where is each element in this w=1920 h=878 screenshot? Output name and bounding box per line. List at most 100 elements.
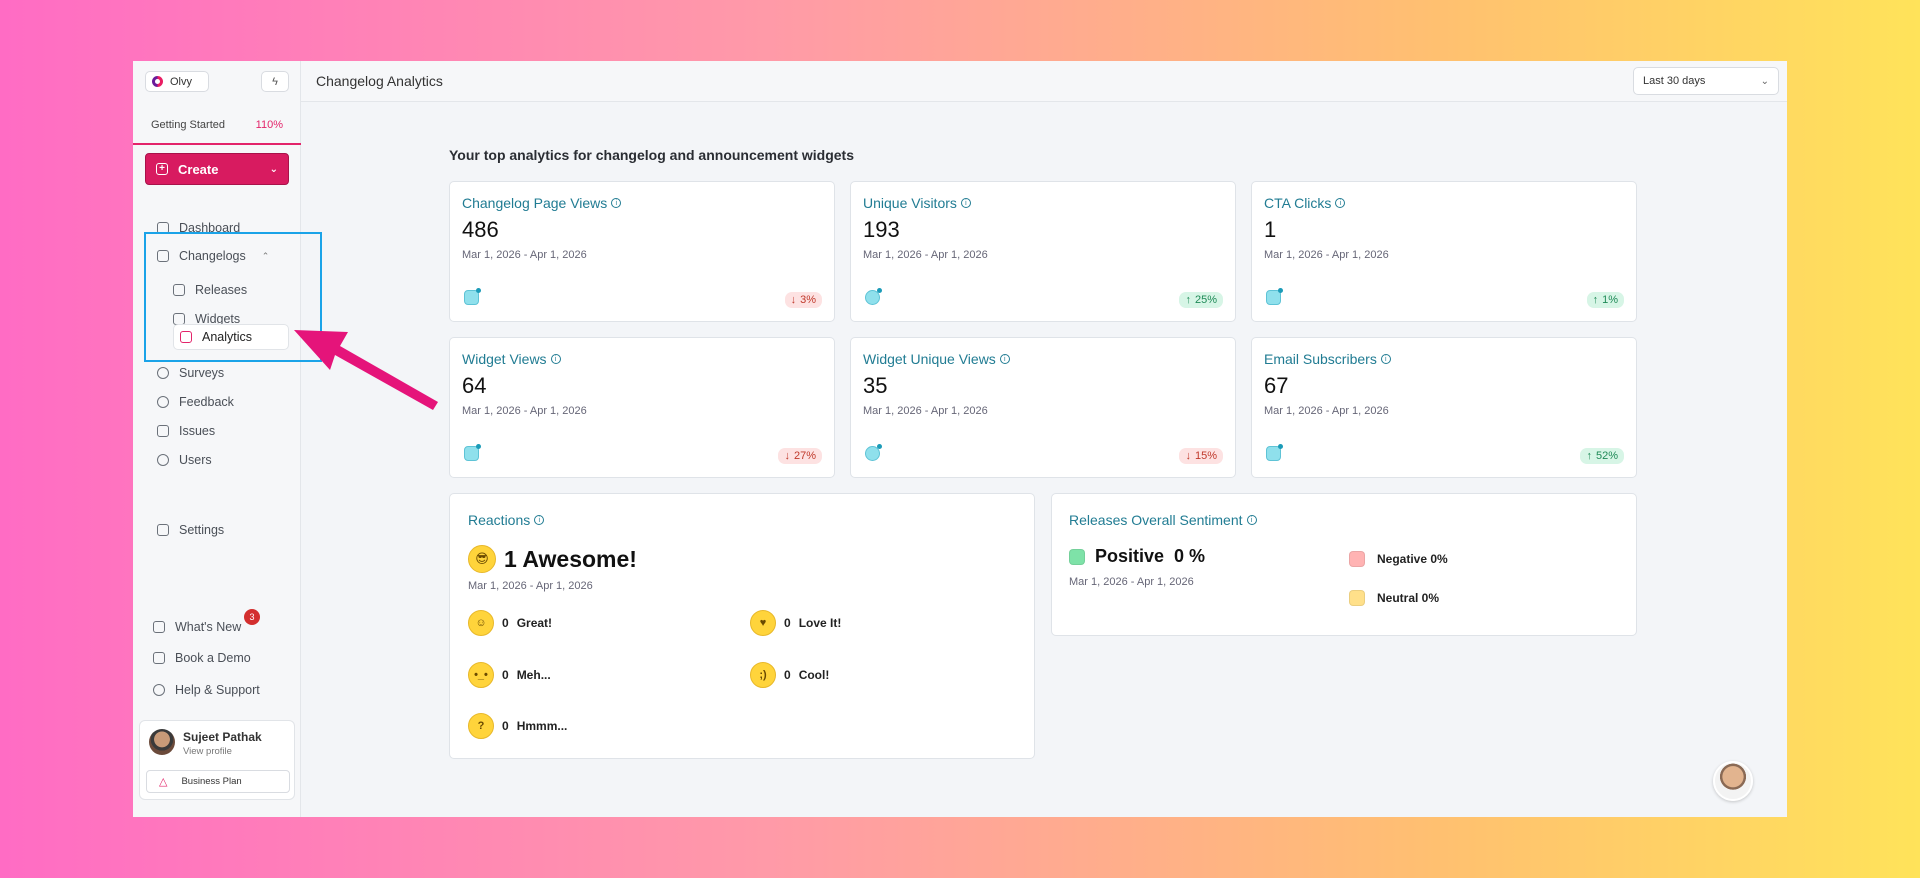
sidebar-item-label: Surveys — [179, 366, 225, 380]
info-icon[interactable]: i — [999, 354, 1010, 364]
sidebar-item-label: What's New — [175, 620, 242, 634]
analytics-icon — [180, 331, 192, 343]
sidebar-item-issues[interactable]: Issues — [157, 420, 215, 442]
great-emoji-icon: ☺ — [468, 610, 494, 636]
sidebar-item-analytics[interactable]: Analytics — [173, 324, 289, 350]
avatar — [149, 729, 175, 755]
reaction-great: ☺ 0 Great! — [468, 610, 552, 636]
metric-card-cta-clicks: CTA Clicks i 1 Mar 1, 2026 - Apr 1, 2026 … — [1251, 181, 1637, 322]
sidebar-item-changelogs[interactable]: Changelogs ⌃ — [157, 245, 269, 267]
info-icon[interactable]: i — [611, 198, 622, 208]
reactions-card: Reactions i 😎 1 Awesome! Mar 1, 2026 - Ap… — [449, 493, 1035, 759]
sidebar-item-label: Users — [179, 453, 212, 467]
date-range-select[interactable]: Last 30 days ⌄ — [1633, 67, 1779, 95]
reactions-headline: 😎 1 Awesome! — [468, 545, 637, 573]
warning-icon: △ — [159, 776, 168, 788]
plan-button[interactable]: △ Business Plan — [146, 770, 290, 793]
neutral-face-icon — [1349, 590, 1365, 606]
reaction-meh: •_• 0 Meh... — [468, 662, 551, 688]
metric-value: 67 — [1264, 373, 1289, 398]
profile-card[interactable]: Sujeet Pathak View profile △ Business Pl… — [139, 720, 295, 800]
positive-face-icon — [1069, 548, 1085, 565]
cursor-click-icon — [1266, 288, 1283, 305]
eye-icon — [865, 444, 882, 461]
reactions-date: Mar 1, 2026 - Apr 1, 2026 — [468, 580, 593, 592]
sidebar-item-label: Releases — [195, 283, 248, 297]
info-icon[interactable]: i — [1380, 354, 1391, 364]
sidebar-item-label: Widgets — [195, 312, 241, 326]
metric-title: Widget Views i — [462, 351, 561, 367]
arrow-down-icon: ↓ — [790, 294, 797, 306]
create-button[interactable]: + Create ⌄ — [145, 153, 289, 185]
metric-date: Mar 1, 2026 - Apr 1, 2026 — [863, 405, 988, 417]
sidebar-item-releases[interactable]: Releases — [173, 279, 247, 301]
arrow-down-icon: ↓ — [1185, 450, 1191, 462]
metric-date: Mar 1, 2026 - Apr 1, 2026 — [1264, 405, 1389, 417]
settings-icon — [157, 524, 169, 536]
arrow-up-icon: ↑ — [1185, 294, 1191, 306]
arrow-down-icon: ↓ — [784, 450, 790, 462]
metric-value: 64 — [462, 373, 487, 398]
metric-card-widget-unique-views: Widget Unique Views i 35 Mar 1, 2026 - Ap… — [850, 337, 1236, 478]
chevron-up-icon: ⌃ — [261, 250, 270, 261]
reactions-title: Reactions i — [468, 512, 545, 528]
support-chat-avatar[interactable] — [1713, 761, 1753, 801]
workspace-switcher[interactable]: Olvy — [145, 71, 209, 92]
view-profile-link[interactable]: View profile — [183, 746, 232, 757]
metric-card-email-subscribers: Email Subscribers i 67 Mar 1, 2026 - Apr … — [1251, 337, 1637, 478]
sidebar: Olvy ϟ Getting Started 110% + Create ⌄ D… — [133, 61, 301, 817]
section-title: Your top analytics for changelog and ann… — [449, 147, 855, 163]
top-bar: Changelog Analytics Last 30 days ⌄ — [301, 61, 1787, 102]
sidebar-item-users[interactable]: Users — [157, 449, 212, 471]
meh-emoji-icon: •_• — [468, 662, 494, 688]
create-label: Create — [178, 161, 219, 177]
thinking-emoji-icon: ? — [468, 713, 494, 739]
annotation-highlight-box — [144, 232, 322, 362]
sidebar-item-book-demo[interactable]: Book a Demo — [153, 647, 251, 669]
sidebar-item-label: Settings — [179, 523, 225, 537]
metric-date: Mar 1, 2026 - Apr 1, 2026 — [863, 249, 988, 261]
main-content: Changelog Analytics Last 30 days ⌄ Your … — [301, 61, 1787, 817]
sidebar-item-label: Analytics — [202, 330, 253, 344]
calendar-icon — [153, 652, 165, 664]
help-icon — [153, 684, 165, 696]
bolt-button[interactable]: ϟ — [261, 71, 289, 92]
sentiment-card: Releases Overall Sentiment i Positive 0 % … — [1051, 493, 1637, 636]
feedback-icon — [157, 396, 169, 408]
reaction-hmmm: ? 0 Hmmm... — [468, 713, 567, 739]
info-icon[interactable]: i — [550, 354, 561, 364]
date-range-value: Last 30 days — [1643, 75, 1706, 87]
sidebar-item-feedback[interactable]: Feedback — [157, 391, 234, 413]
info-icon[interactable]: i — [1246, 515, 1257, 525]
sidebar-item-settings[interactable]: Settings — [157, 519, 224, 541]
love-emoji-icon: ♥ — [750, 610, 776, 636]
metric-title: Email Subscribers i — [1264, 351, 1391, 367]
sidebar-item-surveys[interactable]: Surveys — [157, 362, 224, 384]
widget-views-icon — [464, 444, 481, 461]
sidebar-item-whats-new[interactable]: What's New — [153, 616, 241, 638]
metric-card-unique-visitors: Unique Visitors i 193 Mar 1, 2026 - Apr 1… — [850, 181, 1236, 322]
users-icon — [157, 454, 169, 466]
chat-icon — [157, 367, 169, 379]
bolt-icon: ϟ — [272, 75, 278, 88]
document-icon — [173, 284, 185, 296]
metric-date: Mar 1, 2026 - Apr 1, 2026 — [462, 405, 587, 417]
workspace-name: Olvy — [170, 75, 192, 88]
getting-started-progress[interactable]: Getting Started 110% — [133, 115, 301, 145]
metric-date: Mar 1, 2026 - Apr 1, 2026 — [1264, 249, 1389, 261]
whats-new-badge: 3 — [244, 609, 260, 625]
sidebar-item-help[interactable]: Help & Support — [153, 679, 260, 701]
metric-title: Widget Unique Views i — [863, 351, 1010, 367]
changelog-icon — [157, 250, 169, 262]
reaction-love-it: ♥ 0 Love It! — [750, 610, 841, 636]
info-icon[interactable]: i — [1335, 198, 1346, 208]
info-icon[interactable]: i — [534, 515, 545, 525]
metric-card-widget-views: Widget Views i 64 Mar 1, 2026 - Apr 1, 20… — [449, 337, 835, 478]
trend-badge: ↑ 25% — [1179, 292, 1223, 308]
app-window: Olvy ϟ Getting Started 110% + Create ⌄ D… — [133, 61, 1787, 817]
sidebar-item-label: Feedback — [179, 395, 234, 409]
trend-badge: ↑ 1% — [1586, 292, 1624, 308]
arrow-up-icon: ↑ — [1592, 294, 1599, 306]
plus-icon: + — [156, 163, 168, 175]
info-icon[interactable]: i — [960, 198, 971, 208]
